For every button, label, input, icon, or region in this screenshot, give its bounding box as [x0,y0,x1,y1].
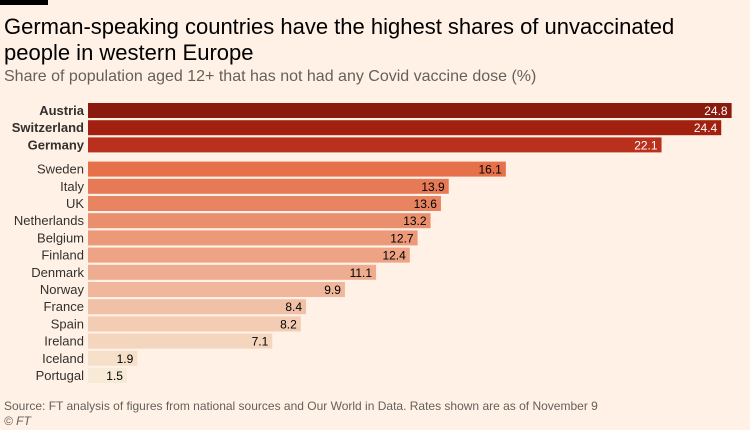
category-label: Netherlands [14,213,85,228]
bar-chart: Austria 24.8 Switzerland 24.4 Germany 22.1 Swe… [12,103,732,383]
category-label: Iceland [42,351,84,366]
bar-denmark [88,264,377,280]
value-label: 13.2 [403,214,427,228]
category-label: Belgium [37,230,84,245]
category-label: Ireland [44,334,84,349]
bar-portugal [88,368,127,383]
value-label: 24.8 [704,104,728,118]
category-label: Norway [40,282,85,297]
category-label: Italy [60,179,84,194]
chart-subtitle: Share of population aged 12+ that has no… [4,68,537,85]
bar-germany [88,137,662,153]
value-label: 12.7 [390,231,414,245]
ft-credit: © FT [4,414,31,428]
value-label: 13.9 [421,180,445,194]
value-label: 11.1 [350,266,373,280]
bar-norway [88,282,345,297]
value-label: 8.4 [285,300,302,314]
value-label: 1.5 [106,369,123,383]
source-note: Source: FT analysis of figures from nati… [4,399,598,413]
bar-italy [88,178,449,194]
bar-spain [88,316,301,332]
chart-title: German-speaking countries have the highe… [4,14,675,65]
value-label: 12.4 [382,249,406,263]
value-label: 24.4 [694,121,718,135]
value-label: 1.9 [117,352,134,366]
category-label: Denmark [31,265,84,280]
category-label: Austria [39,103,85,118]
category-label: France [44,299,84,314]
value-label: 22.1 [634,138,658,152]
category-label: Switzerland [12,120,84,135]
category-label: Spain [51,316,84,331]
bar-iceland [88,350,138,366]
bar-switzerland [88,120,722,136]
bar-belgium [88,230,418,246]
value-label: 8.2 [280,317,297,331]
category-label: Sweden [37,162,84,177]
bar-finland [88,247,410,263]
value-label: 9.9 [324,283,341,297]
bar-sweden [88,161,506,177]
category-label: Finland [41,248,84,263]
value-label: 16.1 [478,163,502,177]
category-label: Germany [28,137,85,152]
category-label: UK [66,196,84,211]
bar-france [88,299,306,315]
value-label: 7.1 [252,335,269,349]
bar-ireland [88,333,273,349]
bar-netherlands [88,213,431,229]
bar-austria [88,103,732,118]
value-label: 13.6 [414,197,438,211]
bar-uk [88,196,441,211]
ft-brand-bar [0,0,48,5]
category-label: Portugal [36,368,85,383]
